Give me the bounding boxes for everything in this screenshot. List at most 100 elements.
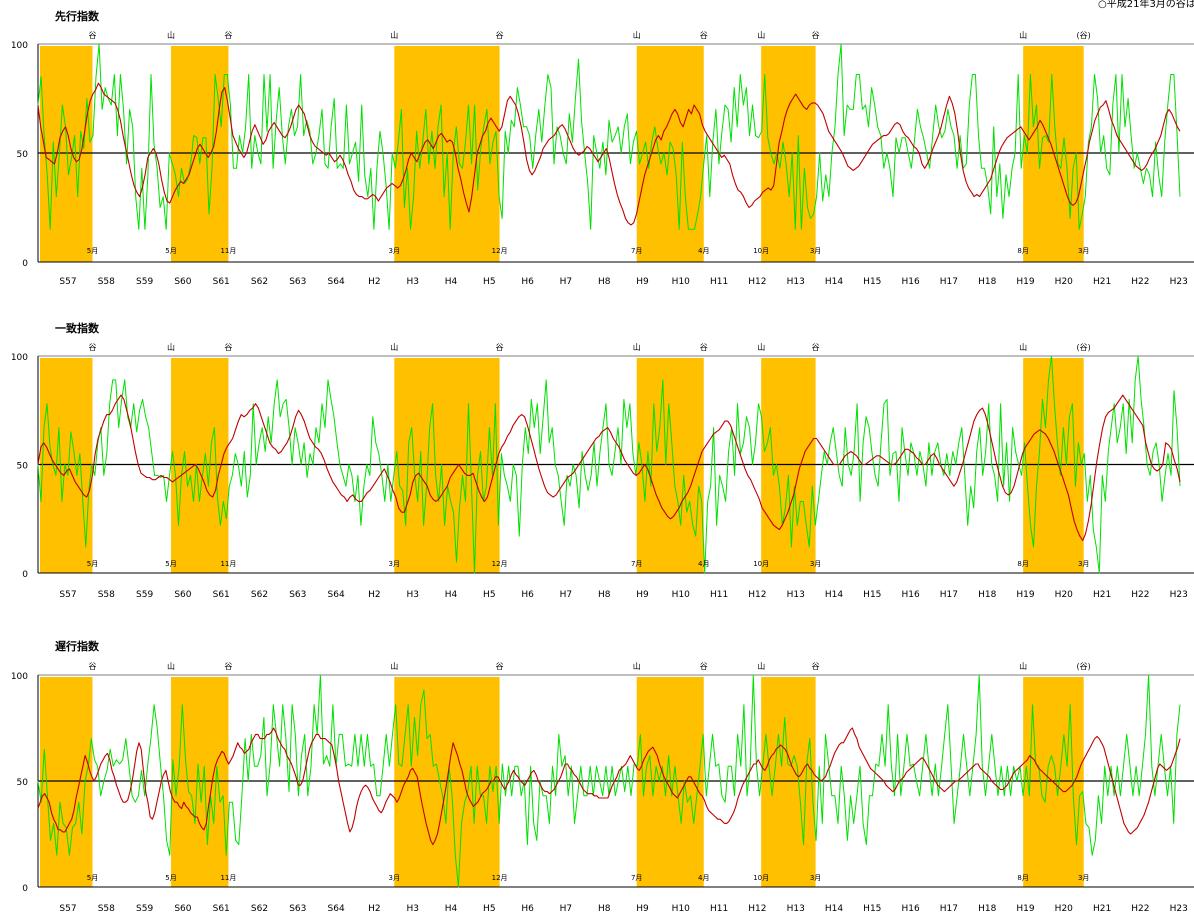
- x-tick-label: S61: [213, 590, 230, 600]
- trough-month-label: 12月: [492, 247, 508, 255]
- peak-label: 山: [1019, 661, 1027, 671]
- x-tick-label: H3: [406, 277, 419, 287]
- trough-label: (谷): [1077, 343, 1091, 352]
- diffusion-index-line: [37, 43, 1181, 230]
- x-tick-label: H4: [445, 904, 458, 914]
- recession-band: [761, 46, 816, 262]
- peak-label: 山: [390, 30, 398, 40]
- x-tick-label: H12: [748, 590, 766, 600]
- leading-index-title: 先行指数: [55, 10, 99, 23]
- peak-month-label: 10月: [753, 874, 769, 882]
- x-tick-label: H15: [863, 904, 881, 914]
- trough-month-label: 3月: [810, 560, 821, 568]
- peak-label: 山: [757, 661, 765, 671]
- recession-band: [40, 46, 93, 262]
- trough-month-label: 11月: [220, 560, 236, 568]
- recession-band: [761, 358, 816, 573]
- peak-month-label: 7月: [631, 874, 642, 882]
- x-tick-label: H3: [406, 590, 419, 600]
- peak-month-label: 5月: [165, 247, 176, 255]
- x-tick-label: H23: [1170, 590, 1188, 600]
- x-tick-label: H23: [1170, 277, 1188, 287]
- trough-month-label: 12月: [492, 560, 508, 568]
- x-tick-label: H6: [521, 904, 534, 914]
- x-tick-label: H13: [787, 277, 805, 287]
- peak-month-label: 8月: [1017, 874, 1028, 882]
- peak-month-label: 10月: [753, 247, 769, 255]
- x-tick-label: H5: [483, 277, 496, 287]
- x-tick-label: H18: [978, 590, 996, 600]
- trough-label: 谷: [700, 343, 708, 352]
- x-tick-label: H14: [825, 904, 843, 914]
- peak-month-label: 8月: [1017, 247, 1028, 255]
- x-tick-label: S59: [136, 904, 153, 914]
- peak-month-label: 3月: [389, 874, 400, 882]
- recession-band: [40, 358, 93, 573]
- x-tick-label: S57: [59, 904, 76, 914]
- x-tick-label: S61: [213, 277, 230, 287]
- x-tick-label: S57: [59, 590, 76, 600]
- x-tick-label: H18: [978, 904, 996, 914]
- x-tick-label: S62: [251, 904, 268, 914]
- peak-label: 山: [167, 30, 175, 40]
- x-tick-label: H21: [1093, 904, 1111, 914]
- x-tick-label: H19: [1016, 277, 1034, 287]
- peak-month-label: 7月: [631, 247, 642, 255]
- x-tick-label: H2: [368, 904, 381, 914]
- x-tick-label: S59: [136, 277, 153, 287]
- x-tick-label: H16: [901, 904, 919, 914]
- x-tick-label: H19: [1016, 904, 1034, 914]
- x-tick-label: H17: [940, 277, 958, 287]
- x-tick-label: S61: [213, 904, 230, 914]
- x-tick-label: S64: [328, 904, 345, 914]
- x-tick-label: S62: [251, 590, 268, 600]
- x-tick-label: H21: [1093, 590, 1111, 600]
- moving-average-line: [37, 727, 1181, 846]
- trough-month-label: 4月: [698, 560, 709, 568]
- x-tick-label: H9: [636, 277, 649, 287]
- x-tick-label: H7: [560, 590, 573, 600]
- x-tick-label: S57: [59, 277, 76, 287]
- peak-label: 山: [633, 661, 641, 671]
- trough-month-label: 3月: [1078, 874, 1089, 882]
- trough-label: 谷: [700, 31, 708, 40]
- x-tick-label: H14: [825, 590, 843, 600]
- peak-month-label: 10月: [753, 560, 769, 568]
- peak-month-label: 3月: [389, 247, 400, 255]
- trough-label: 谷: [496, 662, 504, 671]
- trough-label: 谷: [812, 343, 820, 352]
- x-tick-label: S58: [98, 277, 115, 287]
- x-tick-label: H22: [1131, 590, 1149, 600]
- peak-month-label: 5月: [165, 874, 176, 882]
- x-tick-label: H12: [748, 904, 766, 914]
- x-tick-label: H21: [1093, 277, 1111, 287]
- moving-average-line: [37, 394, 1181, 542]
- peak-month-label: 5月: [165, 560, 176, 568]
- trough-label: (谷): [1077, 662, 1091, 671]
- x-tick-label: H20: [1055, 590, 1073, 600]
- y-tick-label: 0: [22, 884, 28, 894]
- peak-month-label: 8月: [1017, 560, 1028, 568]
- moving-average-line: [37, 82, 1181, 226]
- x-tick-label: S63: [289, 590, 306, 600]
- x-tick-label: H7: [560, 904, 573, 914]
- peak-label: 山: [1019, 30, 1027, 40]
- recession-band: [761, 677, 816, 887]
- x-tick-label: H20: [1055, 904, 1073, 914]
- trough-label: (谷): [1077, 31, 1091, 40]
- x-tick-label: S64: [328, 590, 345, 600]
- trough-month-label: 3月: [810, 874, 821, 882]
- trough-month-label: 3月: [1078, 560, 1089, 568]
- x-tick-label: H4: [445, 277, 458, 287]
- trough-month-label: 3月: [1078, 247, 1089, 255]
- x-tick-label: H10: [672, 904, 690, 914]
- peak-month-label: 3月: [389, 560, 400, 568]
- x-tick-label: H22: [1131, 277, 1149, 287]
- trough-label: 谷: [812, 662, 820, 671]
- x-tick-label: H11: [710, 277, 728, 287]
- x-tick-label: S63: [289, 904, 306, 914]
- trough-label: 谷: [812, 31, 820, 40]
- index-panel-1: 0 50 100 S57 S58 S59 S60 S61 S62 S63 S64 H2 H3 H4 H5 H6…: [11, 342, 1194, 600]
- trough-month-label: 11月: [220, 247, 236, 255]
